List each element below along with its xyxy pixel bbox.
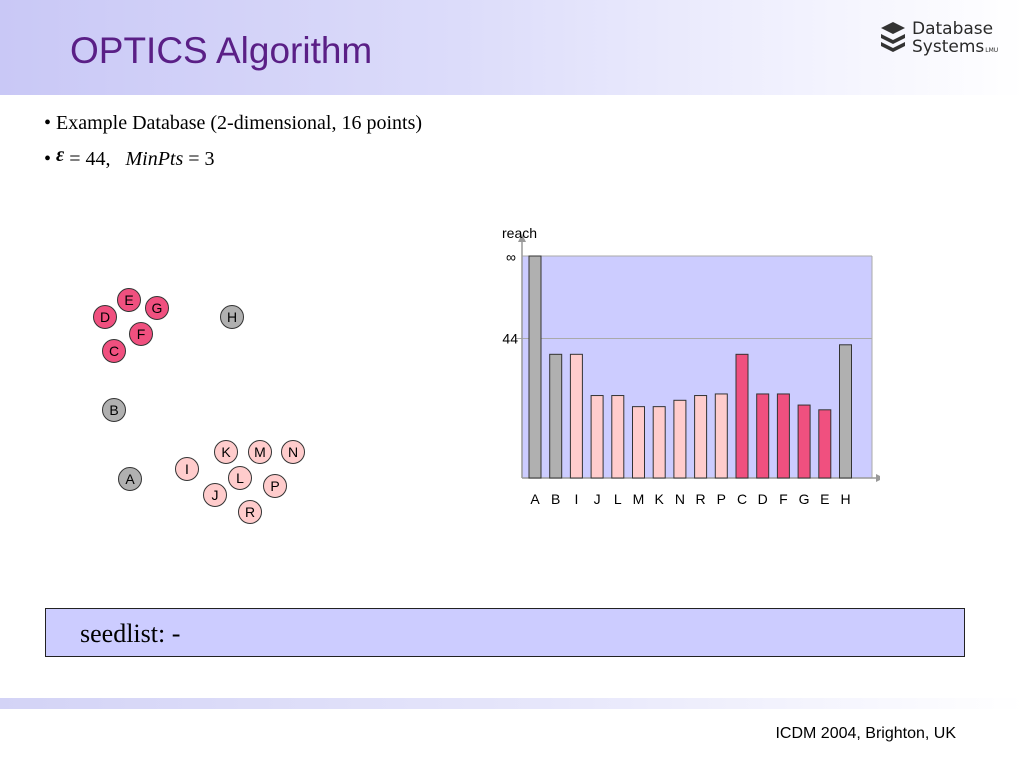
x-tick-b: B: [551, 491, 560, 507]
epsilon-value: = 44,: [69, 148, 111, 170]
bar-c: [735, 353, 749, 479]
point-e: E: [117, 288, 141, 312]
slide-title: OPTICS Algorithm: [70, 30, 373, 71]
bar-g: [797, 404, 811, 479]
point-a: A: [118, 467, 142, 491]
point-f: F: [129, 322, 153, 346]
point-label-h: H: [227, 309, 237, 325]
point-label-b: B: [109, 402, 118, 418]
point-d: D: [93, 305, 117, 329]
database-systems-logo: Database SystemsLMU: [878, 18, 1008, 72]
bar-b: [549, 353, 563, 479]
x-tick-k: K: [655, 491, 665, 507]
bar-n: [673, 399, 687, 479]
bar-a: [528, 255, 542, 479]
point-label-f: F: [137, 326, 146, 342]
x-tick-f: F: [779, 491, 788, 507]
bar-l: [611, 395, 625, 479]
footer-text: ICDM 2004, Brighton, UK: [775, 725, 956, 742]
x-tick-p: P: [717, 491, 726, 507]
x-tick-n: N: [675, 491, 685, 507]
point-label-j: J: [212, 487, 219, 503]
point-label-k: K: [221, 444, 231, 460]
bullet-1-text: Example Database (2-dimensional, 16 poin…: [56, 112, 423, 134]
seedlist-box: seedlist: -: [45, 608, 965, 657]
x-tick-i: I: [574, 491, 578, 507]
point-j: J: [203, 483, 227, 507]
logo-line1: Database: [912, 19, 994, 39]
x-tick-l: L: [614, 491, 622, 507]
x-tick-e: E: [820, 491, 829, 507]
x-tick-d: D: [758, 491, 768, 507]
y-tick-44: 44: [502, 330, 518, 346]
point-i: I: [175, 457, 199, 481]
bar-d: [756, 393, 770, 479]
bullet-list: • Example Database (2-dimensional, 16 po…: [44, 112, 422, 184]
point-scatter-plot: E G D F C H B K M N I L A P J R: [93, 288, 305, 524]
bar-r: [694, 395, 708, 479]
bar-h: [839, 344, 852, 479]
bar-k: [652, 406, 666, 479]
x-tick-h: H: [840, 491, 850, 507]
bar-j: [590, 395, 604, 479]
point-r: R: [238, 500, 262, 524]
point-label-a: A: [125, 471, 135, 487]
minpts-name: MinPts: [125, 148, 184, 170]
y-tick-infinity: ∞: [506, 249, 516, 265]
reachability-plot: reach ∞ 44 A B I J L M K N R P C D F G E H: [502, 225, 880, 507]
point-h: H: [220, 305, 244, 329]
point-m: M: [248, 440, 272, 464]
point-p: P: [263, 474, 287, 498]
bullet-2: • ε = 44, MinPts = 3: [44, 144, 215, 170]
point-label-e: E: [124, 292, 133, 308]
bullet-1: • Example Database (2-dimensional, 16 po…: [44, 112, 423, 134]
point-label-d: D: [100, 309, 110, 325]
bar-i: [569, 353, 583, 479]
point-label-c: C: [109, 343, 119, 359]
point-label-l: L: [236, 470, 244, 486]
y-axis-label: reach: [502, 225, 537, 241]
point-g: G: [145, 296, 169, 320]
bar-m: [632, 406, 645, 479]
point-n: N: [281, 440, 305, 464]
point-label-m: M: [254, 444, 266, 460]
minpts-value: = 3: [188, 148, 215, 170]
x-axis-arrow: [876, 474, 880, 482]
x-tick-r: R: [696, 491, 706, 507]
bar-f: [776, 393, 790, 479]
bar-e: [818, 409, 832, 479]
database-stack-icon: [881, 22, 905, 52]
point-label-i: I: [185, 461, 189, 477]
seedlist-label: seedlist: -: [80, 619, 181, 648]
header-band: [0, 0, 1024, 95]
point-l: L: [228, 466, 252, 490]
point-c: C: [102, 339, 126, 363]
point-label-p: P: [270, 478, 279, 494]
x-tick-m: M: [633, 491, 645, 507]
footer-band: [0, 698, 1024, 709]
point-k: K: [214, 440, 238, 464]
point-label-n: N: [288, 444, 298, 460]
x-tick-a: A: [530, 491, 540, 507]
logo-line2: Systems: [912, 37, 985, 57]
bar-p: [714, 393, 728, 479]
x-tick-g: G: [799, 491, 810, 507]
x-tick-j: J: [594, 491, 601, 507]
x-tick-c: C: [737, 491, 747, 507]
y-axis-arrow: [518, 234, 526, 242]
logo-sub: LMU: [985, 47, 999, 54]
point-label-g: G: [152, 300, 163, 316]
point-label-r: R: [245, 504, 255, 520]
point-b: B: [102, 398, 126, 422]
epsilon-symbol: ε: [56, 144, 65, 166]
